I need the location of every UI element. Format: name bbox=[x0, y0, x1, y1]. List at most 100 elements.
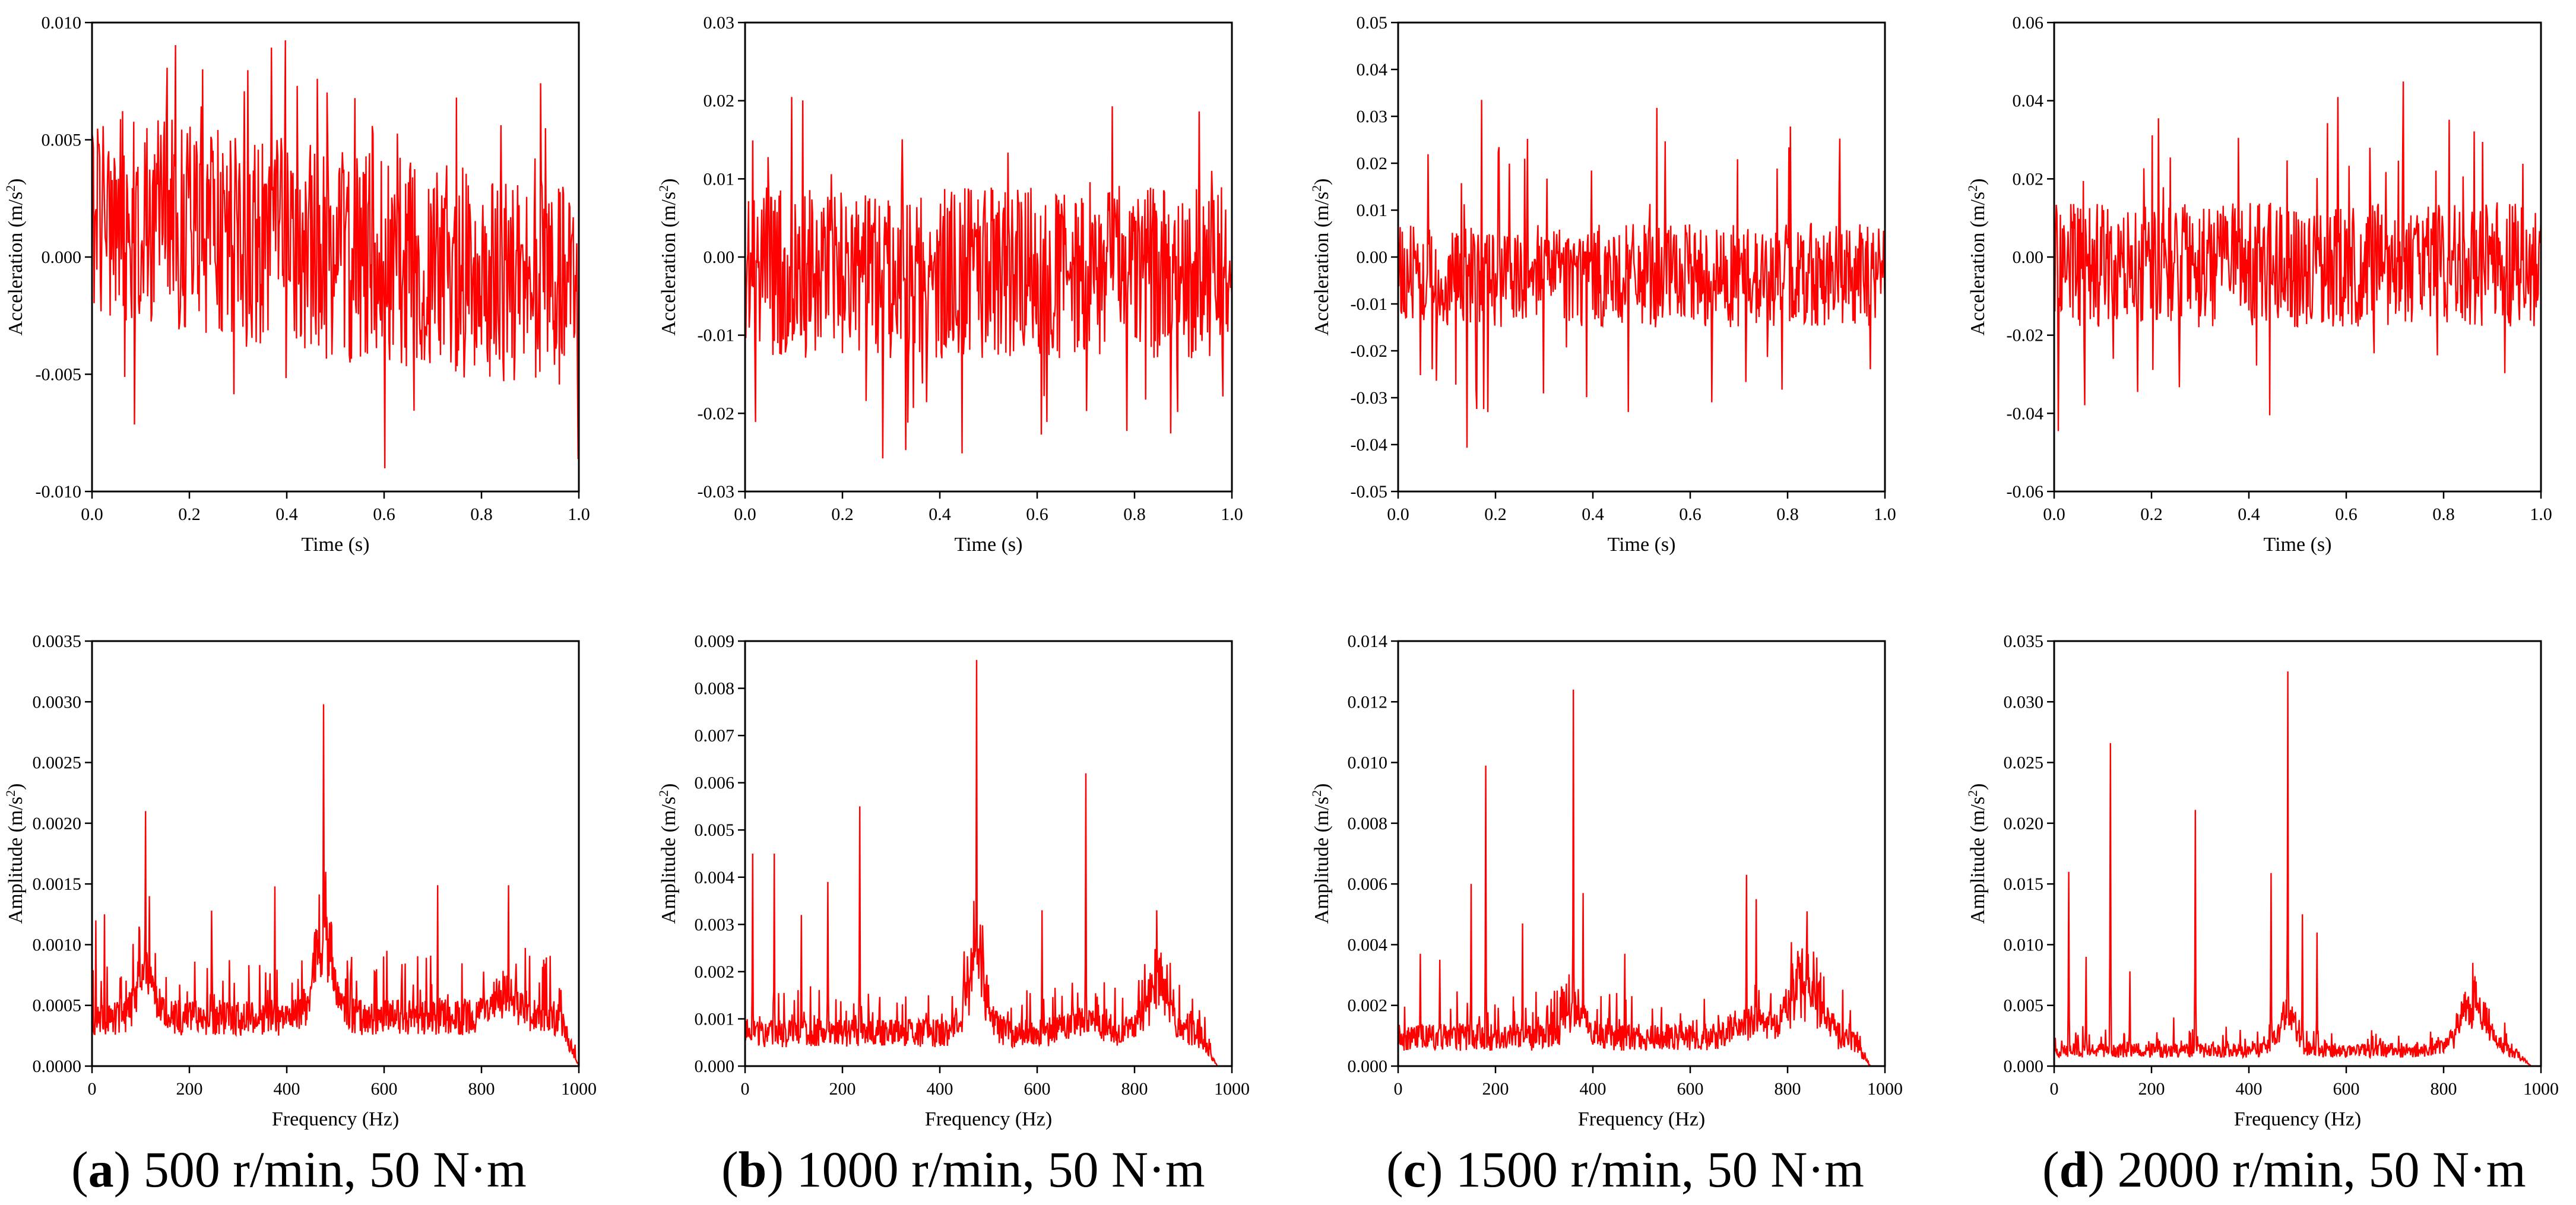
panel-b-time-ytick-label: 0.01 bbox=[704, 169, 735, 189]
panel-d-freq-xtick-label: 600 bbox=[2333, 1079, 2360, 1099]
panel-c-time-ytick-label: 0.05 bbox=[1357, 13, 1388, 33]
panel-c-freq-xlabel: Frequency (Hz) bbox=[1578, 1108, 1705, 1130]
panel-b-freq-xtick-label: 1000 bbox=[1214, 1079, 1250, 1099]
panel-c-freq-xtick-label: 400 bbox=[1580, 1079, 1607, 1099]
panel-c-freq-ytick-label: 0.000 bbox=[1348, 1057, 1388, 1076]
panel-a-freq-xtick-label: 800 bbox=[468, 1079, 495, 1099]
panel-a-time-xtick-label: 0.8 bbox=[470, 505, 493, 524]
panel-a-time-ylabel: Acceleration (m/s2) bbox=[3, 179, 27, 336]
panel-c-freq-ytick-label: 0.014 bbox=[1348, 632, 1388, 651]
caption-d: (d) 2000 r/min, 50 N·m bbox=[2042, 1141, 2526, 1198]
panel-c-freq-ytick-label: 0.004 bbox=[1348, 935, 1388, 955]
panel-a-time-xtick-label: 1.0 bbox=[568, 505, 590, 524]
panel-d-time-xtick-label: 0.0 bbox=[2043, 505, 2065, 524]
panel-b-freq-ytick-label: 0.003 bbox=[695, 915, 735, 934]
panel-b-freq-xtick-label: 600 bbox=[1024, 1079, 1051, 1099]
panel-c-freq-xtick-label: 600 bbox=[1677, 1079, 1704, 1099]
caption-b: (b) 1000 r/min, 50 N·m bbox=[721, 1141, 1205, 1198]
panel-d-time-ytick-label: -0.02 bbox=[2007, 326, 2044, 345]
panel-c-freq-ytick-label: 0.012 bbox=[1348, 692, 1388, 712]
panel-b-time-ytick-label: 0.02 bbox=[704, 91, 735, 111]
panel-b-time-frame bbox=[744, 21, 1233, 493]
panel-b-freq-xtick-label: 800 bbox=[1121, 1079, 1148, 1099]
panel-c-time-xtick-label: 0.6 bbox=[1679, 505, 1702, 524]
panel-c-time-ytick-label: -0.04 bbox=[1351, 435, 1388, 455]
panel-a-time-ytick-label: -0.005 bbox=[36, 365, 82, 385]
panel-a-freq-ytick-label: 0.0020 bbox=[33, 814, 82, 833]
panel-a-freq-xtick-label: 0 bbox=[88, 1079, 97, 1099]
panel-a-time-xtick-label: 0.4 bbox=[275, 505, 298, 524]
panel-c-freq-frame bbox=[1397, 640, 1886, 1067]
panel-b-freq-ytick-label: 0.009 bbox=[695, 632, 735, 651]
panel-d-time-xlabel: Time (s) bbox=[2264, 534, 2332, 556]
panel-d-freq-xtick-label: 0 bbox=[2050, 1079, 2059, 1099]
panel-a-time-ytick-label: 0.010 bbox=[42, 13, 82, 33]
panel-b-time-xlabel: Time (s) bbox=[955, 534, 1023, 556]
panel-c-freq-xtick-label: 200 bbox=[1482, 1079, 1509, 1099]
panel-d-freq-ytick-label: 0.025 bbox=[2004, 753, 2044, 773]
panel-b-freq-spectrum-line bbox=[744, 659, 1232, 1067]
panel-c-time-ytick-label: 0.02 bbox=[1357, 154, 1388, 173]
panel-b-freq-ytick-label: 0.004 bbox=[695, 868, 735, 887]
panel-d-time-ytick-label: 0.00 bbox=[2013, 248, 2044, 267]
panel-d-freq-spectrum-line bbox=[2053, 671, 2541, 1067]
panel-a-freq-ytick-label: 0.0005 bbox=[33, 996, 82, 1016]
panel-a-time-xtick-label: 0.0 bbox=[81, 505, 103, 524]
panel-c-time-xtick-label: 0.4 bbox=[1582, 505, 1604, 524]
panel-d-freq-ytick-label: 0.035 bbox=[2004, 632, 2044, 651]
panel-a-time-xlabel: Time (s) bbox=[302, 534, 370, 556]
panel-a-freq-ytick-label: 0.0000 bbox=[33, 1057, 82, 1076]
panel-d-time-ytick-label: 0.02 bbox=[2013, 169, 2044, 189]
panel-d-freq-xtick-label: 400 bbox=[2236, 1079, 2263, 1099]
panel-b-time-ytick-label: -0.01 bbox=[698, 326, 735, 345]
panel-b-freq-xlabel: Frequency (Hz) bbox=[925, 1108, 1052, 1130]
panel-a-freq-xtick-label: 400 bbox=[274, 1079, 300, 1099]
panel-c-time-ytick-label: -0.05 bbox=[1351, 482, 1388, 502]
panel-b-freq-ytick-label: 0.006 bbox=[695, 773, 735, 793]
panel-d-time-ytick-label: -0.06 bbox=[2007, 482, 2044, 502]
panel-d-time-xtick-label: 0.6 bbox=[2335, 505, 2358, 524]
panel-a-freq-xtick-label: 1000 bbox=[561, 1079, 597, 1099]
panel-d-time-ytick-label: -0.04 bbox=[2007, 404, 2044, 423]
panel-b-freq-xtick-label: 200 bbox=[829, 1079, 856, 1099]
panel-b-time-ytick-label: -0.03 bbox=[698, 482, 735, 502]
panel-a-freq-ylabel: Amplitude (m/s2) bbox=[3, 784, 27, 924]
panel-c-time-ytick-label: -0.03 bbox=[1351, 388, 1388, 408]
panel-a-freq-xtick-label: 600 bbox=[371, 1079, 398, 1099]
caption-c: (c) 1500 r/min, 50 N·m bbox=[1386, 1141, 1864, 1198]
panel-c-time-xtick-label: 0.0 bbox=[1387, 505, 1409, 524]
panel-c-time-xlabel: Time (s) bbox=[1608, 534, 1676, 556]
panel-c-time-ytick-label: -0.02 bbox=[1351, 341, 1388, 361]
panel-c-freq-xtick-label: 800 bbox=[1775, 1079, 1801, 1099]
panel-c-freq-xtick-label: 0 bbox=[1394, 1079, 1403, 1099]
panel-b-freq-ytick-label: 0.000 bbox=[695, 1057, 735, 1076]
panel-d-freq-ytick-label: 0.030 bbox=[2004, 692, 2044, 712]
panel-d-time-xtick-label: 0.2 bbox=[2140, 505, 2163, 524]
panel-c-freq-ylabel: Amplitude (m/s2) bbox=[1309, 784, 1333, 924]
panel-a-time-ytick-label: 0.005 bbox=[42, 131, 82, 150]
panel-a-freq-ytick-label: 0.0030 bbox=[33, 692, 82, 712]
panel-b-freq-ytick-label: 0.008 bbox=[695, 679, 735, 699]
panel-a-freq-spectrum-line bbox=[91, 704, 580, 1067]
panel-a-time-ytick-label: 0.000 bbox=[42, 248, 82, 267]
panel-c-freq-ytick-label: 0.006 bbox=[1348, 874, 1388, 894]
panel-c-freq-ytick-label: 0.010 bbox=[1348, 753, 1388, 773]
panel-b-time-ytick-label: 0.03 bbox=[704, 13, 735, 33]
panel-c-time-ytick-label: 0.01 bbox=[1357, 201, 1388, 220]
panel-b-freq-ytick-label: 0.005 bbox=[695, 820, 735, 840]
panel-a-time-signal-line bbox=[91, 40, 580, 468]
panel-a-time-frame bbox=[91, 21, 580, 493]
panel-a-freq-ytick-label: 0.0025 bbox=[33, 753, 82, 773]
panel-b-freq-ylabel: Amplitude (m/s2) bbox=[656, 784, 680, 924]
panel-c-time-ylabel: Acceleration (m/s2) bbox=[1309, 179, 1333, 336]
panel-b-time-ytick-label: -0.02 bbox=[698, 404, 735, 423]
panel-c-time-signal-line bbox=[1397, 100, 1886, 448]
panel-d-freq-xlabel: Frequency (Hz) bbox=[2234, 1108, 2361, 1130]
panel-b-time-xtick-label: 0.2 bbox=[831, 505, 854, 524]
panel-b-freq-frame bbox=[744, 640, 1233, 1067]
panel-b-time-signal-line bbox=[744, 97, 1233, 459]
panel-a-freq-frame bbox=[91, 640, 580, 1067]
panel-b-freq-xtick-label: 400 bbox=[927, 1079, 953, 1099]
panel-b-time-xtick-label: 0.4 bbox=[929, 505, 951, 524]
